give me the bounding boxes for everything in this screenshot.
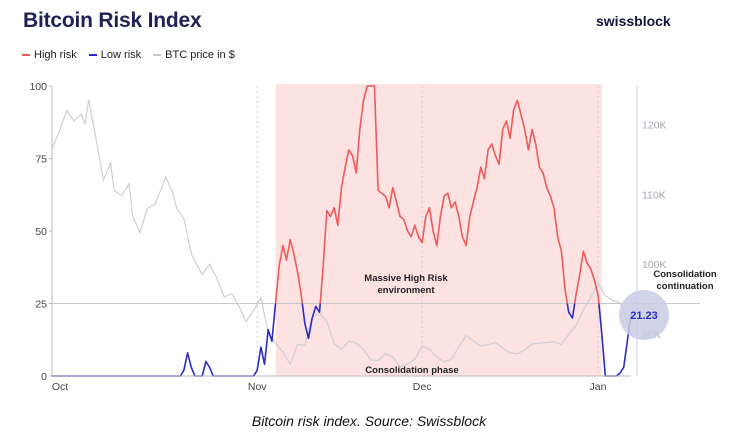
- y-left-tick-label: 100: [29, 81, 47, 93]
- annotation-environment: environment: [377, 285, 435, 296]
- legend-item-btc-price: BTC price in $: [153, 49, 235, 61]
- y-left-tick-label: 25: [35, 299, 47, 311]
- legend-swatch-low-risk: [88, 54, 97, 56]
- x-tick-label: Jan: [590, 381, 607, 393]
- annotation-consolidation-phase: Consolidation phase: [365, 365, 458, 376]
- legend-label-btc-price: BTC price in $: [165, 49, 235, 61]
- annotation-consolidation-continuation: Consolidation: [653, 269, 717, 280]
- risk-index-chart: 025507510090K100K110K120KOctNovDecJan Ma…: [29, 81, 717, 393]
- low-risk-line: [301, 303, 321, 340]
- legend-swatch-high-risk: [22, 54, 30, 56]
- y-left-tick-label: 75: [35, 154, 47, 166]
- x-tick-label: Nov: [248, 381, 267, 393]
- legend-swatch-btc-price: [153, 54, 162, 56]
- btc-price-line: [51, 99, 632, 368]
- current-value-highlight: [619, 290, 669, 340]
- current-value-label: 21.23: [630, 310, 658, 322]
- figure-caption: Bitcoin risk index. Source: Swissblock: [251, 413, 487, 429]
- low-risk-line: [52, 303, 277, 377]
- high-risk-line: [319, 85, 569, 304]
- annotation-massive-high-risk: Massive High Risk: [364, 273, 448, 284]
- legend-label-high-risk: High risk: [34, 49, 77, 61]
- high-risk-line: [274, 238, 304, 304]
- legend-item-low-risk: Low risk: [88, 49, 142, 61]
- y-right-tick-label: 100K: [642, 259, 667, 271]
- annotation-continuation: continuation: [657, 281, 714, 292]
- x-tick-label: Oct: [52, 381, 68, 393]
- chart-title: Bitcoin Risk Index: [23, 9, 202, 32]
- chart-legend: High risk Low risk BTC price in $: [22, 49, 235, 61]
- x-tick-label: Dec: [413, 381, 432, 393]
- y-left-tick-label: 0: [41, 371, 47, 383]
- y-right-tick-label: 110K: [642, 189, 666, 201]
- y-right-tick-label: 120K: [642, 119, 667, 131]
- brand-logo: swissblock: [596, 13, 671, 29]
- low-risk-line: [566, 303, 576, 319]
- y-left-tick-label: 50: [35, 226, 47, 238]
- legend-item-high-risk: High risk: [22, 49, 77, 61]
- high-risk-line: [573, 250, 600, 304]
- legend-label-low-risk: Low risk: [100, 49, 142, 61]
